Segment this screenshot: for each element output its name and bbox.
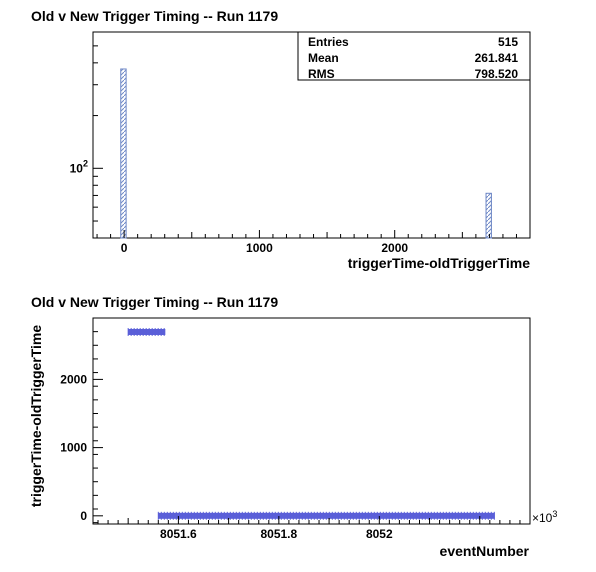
histogram-bars <box>120 68 492 239</box>
scatter-x-tick-label-2: 8052 <box>366 527 393 541</box>
stats-rms-value: 798.520 <box>475 67 519 81</box>
scatter-frame <box>92 317 531 525</box>
histogram-bar-0 <box>120 68 127 239</box>
histogram-bar-1 <box>485 192 492 239</box>
stats-entries-value: 515 <box>498 35 518 49</box>
histogram-x-ticks: 0 1000 2000 <box>96 230 531 255</box>
histogram-y-tick-label-0: 102 <box>70 158 88 175</box>
scatter-y-tick-label-0: 0 <box>80 509 87 523</box>
scatter-x-multiplier: ×103 <box>532 509 557 525</box>
scatter-x-tick-label-0: 8051.6 <box>160 527 197 541</box>
scatter-title: Old v New Trigger Timing -- Run 1179 <box>31 294 278 310</box>
stats-rms-label: RMS <box>308 67 335 81</box>
histogram-x-tick-label-1: 1000 <box>246 241 273 255</box>
scatter-y-ticks: 0 1000 2000 <box>60 317 103 524</box>
histogram-y-ticks: 102 <box>70 31 103 239</box>
stats-box-frame <box>297 31 531 81</box>
scatter-y-axis-label: triggerTime-oldTriggerTime <box>28 325 44 508</box>
stats-mean-label: Mean <box>308 51 339 65</box>
scatter-points <box>127 327 495 520</box>
scatter-x-tick-label-1: 8051.8 <box>260 527 297 541</box>
histogram-x-tick-label-0: 0 <box>121 241 128 255</box>
scatter-x-multiplier-base: ×10 <box>532 511 553 525</box>
scatter-panel: Old v New Trigger Timing -- Run 1179 805… <box>28 294 557 559</box>
stats-entries-label: Entries <box>308 35 349 49</box>
scatter-x-multiplier-exp: 3 <box>552 509 557 519</box>
scatter-point-band-0 <box>128 328 166 335</box>
histogram-title: Old v New Trigger Timing -- Run 1179 <box>31 8 278 24</box>
stats-mean-value: 261.841 <box>475 51 519 65</box>
histogram-panel: Old v New Trigger Timing -- Run 1179 0 10… <box>31 8 531 271</box>
scatter-y-tick-label-2: 2000 <box>60 372 87 386</box>
histogram-x-tick-label-2: 2000 <box>381 241 408 255</box>
scatter-y-tick-label-1: 1000 <box>60 441 87 455</box>
scatter-x-ticks: 8051.6 8051.8 8052 <box>97 516 531 541</box>
scatter-x-axis-label: eventNumber <box>440 543 530 559</box>
histogram-x-axis-label: triggerTime-oldTriggerTime <box>348 255 531 271</box>
stats-box: Entries 515 Mean 261.841 RMS 798.520 <box>297 31 531 81</box>
